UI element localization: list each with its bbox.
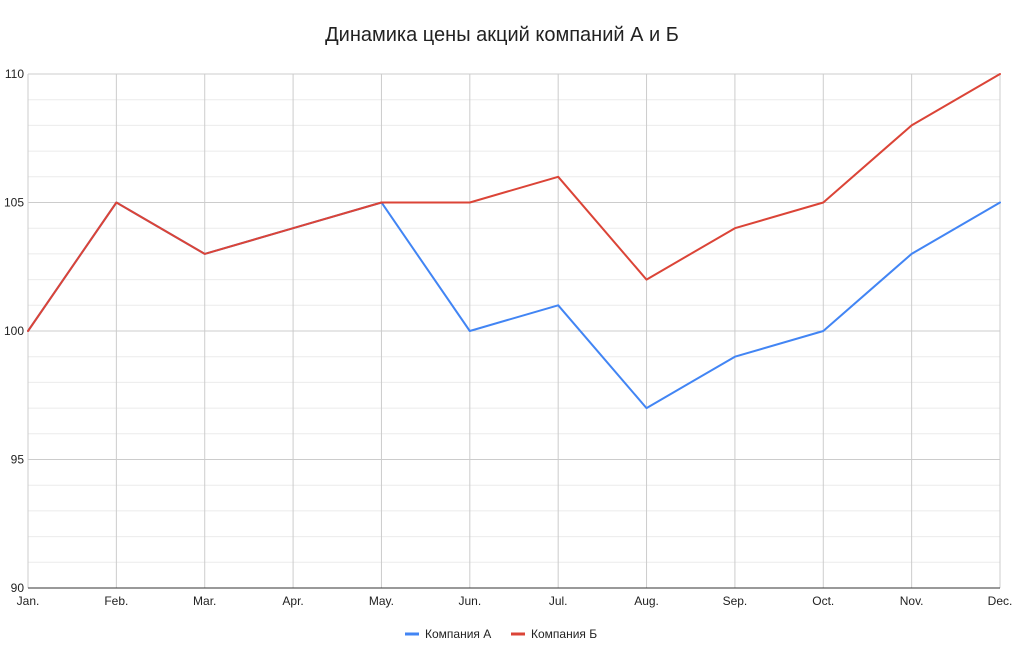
x-tick-label: May. bbox=[369, 594, 394, 608]
y-axis-labels: 90 95 100 105 110 bbox=[4, 67, 24, 595]
chart-title: Динамика цены акций компаний А и Б bbox=[325, 24, 679, 46]
x-tick-label: Feb. bbox=[104, 594, 128, 608]
x-tick-label: Mar. bbox=[193, 594, 216, 608]
x-tick-label: Jul. bbox=[549, 594, 568, 608]
x-tick-label: Dec. bbox=[988, 594, 1013, 608]
x-tick-label: Nov. bbox=[900, 594, 924, 608]
gridlines bbox=[27, 73, 1001, 589]
x-tick-label: Sep. bbox=[723, 594, 748, 608]
series-lines bbox=[27, 73, 1001, 410]
x-tick-label: Aug. bbox=[634, 594, 659, 608]
x-tick-label: Jun. bbox=[458, 594, 481, 608]
legend: Компания А Компания Б bbox=[405, 627, 597, 641]
y-tick-label: 110 bbox=[5, 67, 24, 81]
y-tick-label: 105 bbox=[4, 196, 24, 210]
y-tick-label: 90 bbox=[11, 581, 25, 595]
y-tick-label: 100 bbox=[4, 324, 24, 338]
series-line-2 bbox=[27, 73, 1001, 332]
x-axis-labels: Jan. Feb. Mar. Apr. May. Jun. Jul. Aug. Sep. Oct.… bbox=[17, 594, 1013, 608]
x-tick-label: Jan. bbox=[17, 594, 40, 608]
x-tick-label: Apr. bbox=[282, 594, 303, 608]
x-tick-label: Oct. bbox=[812, 594, 834, 608]
legend-label-2: Компания Б bbox=[531, 627, 597, 641]
legend-label-1: Компания А bbox=[425, 627, 491, 641]
y-tick-label: 95 bbox=[11, 453, 25, 467]
